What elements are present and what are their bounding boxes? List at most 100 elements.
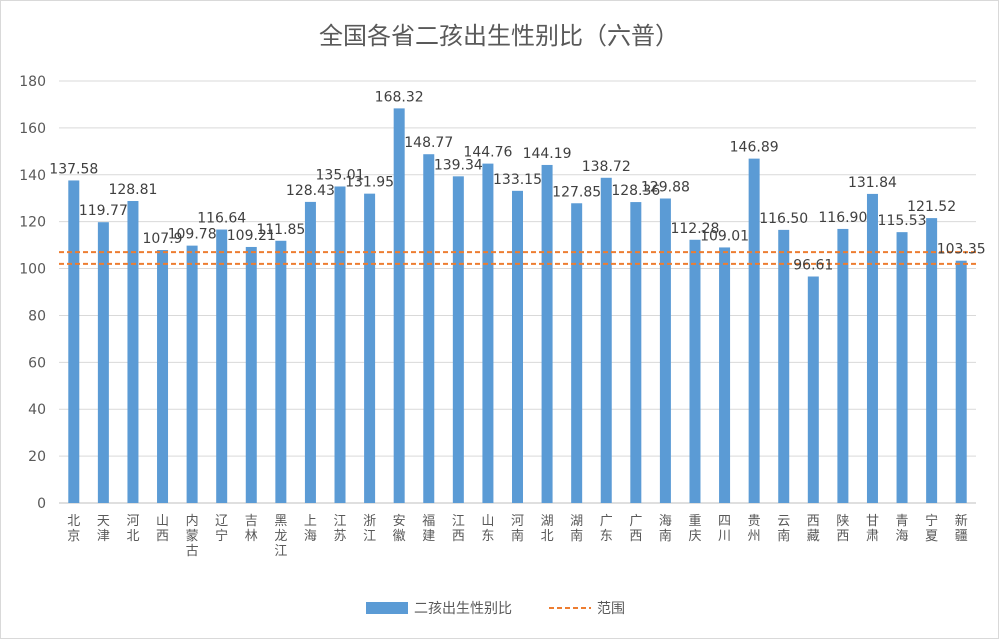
- x-tick-label: 江西: [452, 514, 465, 544]
- bar: [186, 245, 198, 503]
- legend-swatch-bars: [366, 602, 408, 614]
- x-tick-char: 东: [481, 529, 494, 544]
- data-label: 116.64: [197, 211, 246, 227]
- x-tick-label: 甘肃: [866, 514, 879, 544]
- data-label: 144.76: [463, 145, 512, 161]
- x-tick-label: 上海: [304, 514, 317, 544]
- x-tick-char: 山: [156, 514, 169, 529]
- x-tick-label: 辽宁: [215, 514, 228, 544]
- x-tick-char: 州: [748, 529, 761, 544]
- bar: [600, 177, 612, 503]
- x-tick-char: 甘: [866, 514, 879, 529]
- bar: [245, 246, 257, 503]
- x-tick-char: 青: [896, 514, 909, 529]
- x-tick-char: 重: [688, 513, 701, 529]
- x-tick-char: 苏: [334, 528, 347, 544]
- x-tick-char: 庆: [688, 529, 701, 544]
- y-tick-label: 180: [19, 74, 46, 90]
- x-tick-char: 江: [334, 514, 347, 529]
- x-tick-label: 陕西: [836, 514, 849, 544]
- y-tick-label: 0: [37, 496, 46, 512]
- x-tick-label: 新疆: [955, 513, 968, 544]
- x-tick-char: 山: [481, 514, 494, 529]
- data-labels: 137.58 119.77 128.81 107.9109.78116.64109.2…: [49, 89, 985, 273]
- bar: [512, 190, 523, 503]
- bar: [157, 250, 169, 503]
- x-tick-label: 西藏: [807, 514, 820, 544]
- chart-title: 全国各省二孩出生性别比（六普）: [319, 22, 679, 50]
- x-tick-char: 林: [245, 529, 258, 544]
- x-tick-char: 江: [452, 514, 465, 529]
- bar: [630, 202, 642, 503]
- x-tick-char: 上: [304, 514, 317, 529]
- x-tick-char: 肃: [866, 529, 879, 544]
- x-tick-char: 宁: [925, 513, 938, 529]
- bar: [423, 154, 435, 504]
- x-tick-char: 内: [186, 513, 199, 529]
- x-tick-char: 安: [393, 514, 406, 529]
- x-tick-label: 四川: [718, 514, 731, 544]
- y-tick-label: 80: [28, 308, 46, 324]
- x-tick-char: 河: [511, 514, 524, 529]
- data-label: 109.01: [700, 228, 749, 244]
- data-label: 128.81: [108, 182, 157, 198]
- bar: [216, 229, 228, 503]
- x-tick-char: 天: [97, 514, 110, 529]
- x-tick-char: 夏: [925, 529, 938, 544]
- data-label: 109.21: [227, 228, 276, 244]
- bar: [68, 180, 80, 503]
- x-tick-char: 湖: [541, 514, 554, 529]
- y-tick-label: 60: [28, 355, 46, 371]
- x-tick-char: 江: [363, 529, 376, 544]
- data-label: 115.53: [878, 213, 927, 229]
- data-label: 128.43: [286, 183, 335, 199]
- x-tick-label: 贵州: [748, 514, 761, 544]
- x-tick-char: 津: [97, 529, 110, 544]
- bar: [926, 218, 938, 504]
- x-tick-char: 贵: [748, 514, 761, 529]
- bar: [571, 203, 583, 504]
- bar: [482, 163, 494, 503]
- bar: [807, 276, 819, 503]
- bar: [127, 201, 139, 503]
- x-tick-label: 北京: [67, 514, 80, 544]
- x-tick-char: 藏: [807, 529, 820, 544]
- data-label: 144.19: [523, 146, 572, 162]
- data-label: 128.36: [611, 183, 660, 199]
- data-label: 119.77: [79, 203, 128, 219]
- bar: [452, 176, 464, 503]
- data-label: 116.50: [759, 211, 808, 227]
- x-tick-char: 西: [452, 529, 465, 544]
- bar: [837, 228, 849, 503]
- range-lines: [59, 251, 976, 265]
- data-label: 139.34: [434, 157, 483, 173]
- data-label: 116.90: [818, 210, 867, 226]
- x-tick-char: 湖: [570, 514, 583, 529]
- data-label: 131.84: [848, 175, 897, 191]
- x-tick-char: 宁: [215, 528, 228, 544]
- legend: 二孩出生性别比 范围: [366, 600, 625, 617]
- x-tick-char: 徽: [393, 529, 406, 544]
- y-tick-label: 20: [28, 449, 46, 465]
- bar: [778, 229, 790, 503]
- bar: [896, 232, 908, 503]
- x-tick-char: 广: [629, 514, 642, 529]
- data-label: 148.77: [404, 135, 453, 151]
- x-tick-label: 广东: [600, 514, 613, 544]
- data-label: 168.32: [375, 89, 424, 105]
- bar: [719, 247, 731, 503]
- x-tick-label: 河北: [126, 514, 139, 544]
- x-tick-char: 东: [600, 529, 613, 544]
- data-label: 109.78: [168, 227, 217, 243]
- x-tick-char: 江: [274, 544, 287, 559]
- data-label: 146.89: [730, 140, 779, 156]
- x-tick-label: 湖南: [570, 514, 583, 544]
- x-tick-char: 黑: [274, 514, 287, 529]
- x-tick-char: 北: [126, 529, 139, 544]
- x-tick-char: 疆: [955, 529, 968, 544]
- x-tick-label: 天津: [97, 514, 110, 544]
- x-tick-char: 蒙: [186, 529, 199, 544]
- x-tick-label: 内蒙古: [186, 513, 199, 559]
- x-tick-label: 河南: [511, 514, 524, 544]
